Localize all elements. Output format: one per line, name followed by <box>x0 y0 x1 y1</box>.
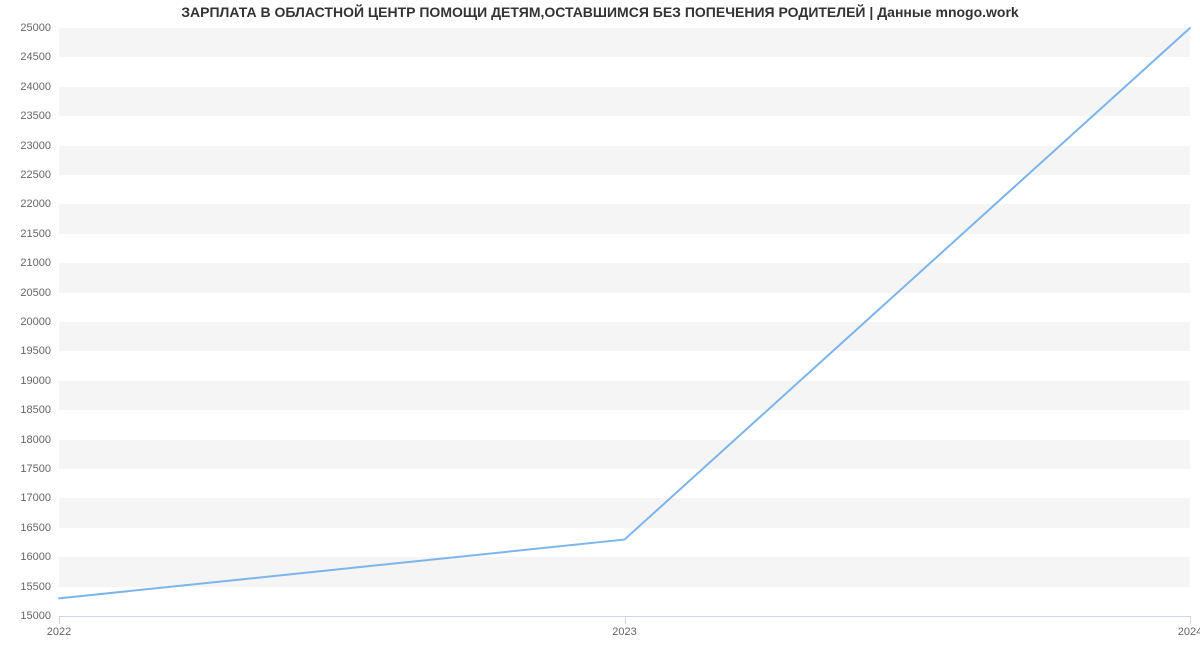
y-axis-tick-label: 22500 <box>20 169 51 181</box>
y-axis-tick-label: 19000 <box>20 375 51 387</box>
y-axis-tick-label: 17500 <box>20 463 51 475</box>
x-axis-tick-label: 2022 <box>47 626 71 638</box>
x-axis-tick-mark <box>625 616 626 624</box>
y-axis-tick-label: 20000 <box>20 316 51 328</box>
y-axis-tick-label: 22000 <box>20 198 51 210</box>
y-axis-tick-label: 18500 <box>20 404 51 416</box>
y-axis-tick-label: 17000 <box>20 492 51 504</box>
plot-area: 1500015500160001650017000175001800018500… <box>59 28 1190 616</box>
y-axis-tick-label: 19500 <box>20 345 51 357</box>
salary-line-chart: ЗАРПЛАТА В ОБЛАСТНОЙ ЦЕНТР ПОМОЩИ ДЕТЯМ,… <box>0 0 1200 650</box>
y-axis-tick-label: 20500 <box>20 287 51 299</box>
y-axis-tick-label: 21000 <box>20 257 51 269</box>
line-series <box>59 28 1190 616</box>
y-axis-tick-label: 24000 <box>20 81 51 93</box>
y-axis-tick-label: 16500 <box>20 522 51 534</box>
x-axis-tick-mark <box>59 616 60 624</box>
chart-title: ЗАРПЛАТА В ОБЛАСТНОЙ ЦЕНТР ПОМОЩИ ДЕТЯМ,… <box>0 4 1200 20</box>
y-axis-tick-label: 23000 <box>20 140 51 152</box>
y-axis-tick-label: 18000 <box>20 434 51 446</box>
y-axis-tick-label: 23500 <box>20 110 51 122</box>
x-axis-tick-mark <box>1190 616 1191 624</box>
y-axis-tick-label: 15000 <box>20 610 51 622</box>
y-axis-tick-label: 25000 <box>20 22 51 34</box>
y-axis-tick-label: 21500 <box>20 228 51 240</box>
y-axis-tick-label: 24500 <box>20 51 51 63</box>
x-axis-tick-label: 2023 <box>612 626 636 638</box>
x-axis-tick-label: 2024 <box>1178 626 1200 638</box>
y-axis-tick-label: 15500 <box>20 581 51 593</box>
y-axis-tick-label: 16000 <box>20 551 51 563</box>
